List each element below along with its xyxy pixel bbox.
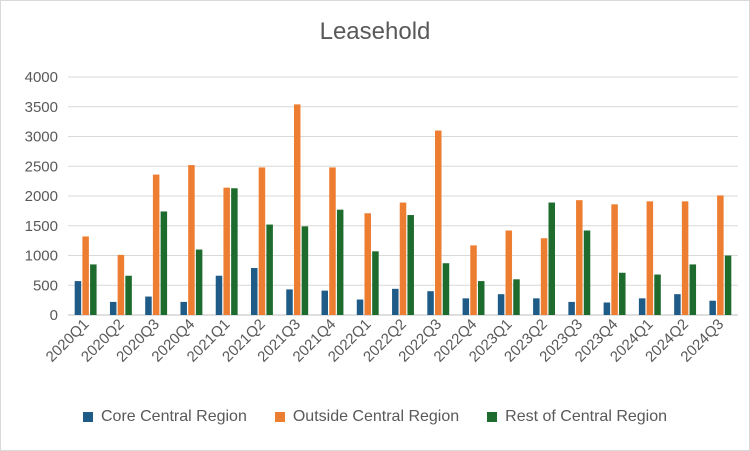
- bar: [195, 249, 203, 315]
- bar: [717, 195, 724, 315]
- y-tick-label: 4000: [25, 69, 58, 86]
- bar: [160, 211, 168, 315]
- bar: [223, 187, 230, 315]
- bar: [462, 298, 470, 315]
- bar: [427, 291, 434, 315]
- bar: [619, 272, 626, 315]
- bar: [372, 251, 379, 315]
- legend: Core Central Region Outside Central Regio…: [0, 408, 750, 426]
- bar: [266, 224, 273, 315]
- legend-swatch: [274, 412, 285, 422]
- bar: [654, 274, 661, 315]
- bar: [145, 296, 152, 315]
- bar: [724, 255, 732, 315]
- bar: [82, 236, 89, 315]
- bar: [152, 174, 160, 315]
- bar: [477, 281, 485, 315]
- legend-item: Core Central Region: [82, 408, 247, 426]
- legend-item: Outside Central Region: [274, 408, 460, 426]
- legend-label: Outside Central Region: [292, 408, 460, 425]
- legend-item: Rest of Central Region: [487, 408, 667, 426]
- y-tick-label: 3000: [25, 129, 58, 146]
- bar: [364, 213, 371, 315]
- bar: [548, 202, 556, 315]
- bar: [533, 298, 540, 315]
- bar: [90, 264, 97, 315]
- bar: [497, 294, 505, 315]
- bar: [180, 301, 187, 315]
- bar: [442, 263, 450, 315]
- bar: [646, 201, 654, 315]
- bar: [709, 300, 716, 315]
- bar: [286, 289, 293, 315]
- bar: [329, 167, 336, 315]
- y-tick-label: 2000: [25, 188, 58, 205]
- bar: [231, 188, 238, 315]
- bar: [540, 238, 548, 315]
- bar: [321, 290, 329, 315]
- bar: [505, 230, 513, 315]
- bar: [568, 301, 575, 315]
- chart-title: Leasehold: [319, 18, 431, 45]
- bar: [470, 245, 477, 315]
- bar: [638, 298, 646, 315]
- y-tick-label: 2500: [25, 158, 58, 175]
- bar: [117, 254, 125, 315]
- y-tick-label: 1500: [25, 218, 58, 235]
- bar: [407, 215, 414, 315]
- bar: [125, 275, 132, 315]
- bar: [674, 294, 681, 315]
- bar: [399, 202, 407, 315]
- bar: [250, 267, 258, 315]
- bar: [603, 302, 611, 315]
- y-tick-label: 500: [33, 277, 58, 294]
- bar: [293, 104, 301, 316]
- legend-label: Rest of Central Region: [505, 408, 668, 425]
- legend-swatch: [487, 412, 498, 422]
- bar: [689, 264, 697, 315]
- bar: [74, 281, 82, 315]
- y-tick-label: 1000: [25, 248, 58, 265]
- bar: [583, 230, 591, 315]
- bar: [301, 226, 309, 315]
- bar: [356, 299, 364, 315]
- legend-swatch: [82, 412, 93, 422]
- bar: [392, 288, 399, 315]
- legend-label: Core Central Region: [100, 408, 247, 425]
- bar: [435, 130, 442, 315]
- y-tick-label: 3500: [25, 99, 58, 116]
- y-tick-label: 0: [50, 307, 58, 324]
- bar: [336, 209, 344, 315]
- bar: [258, 167, 266, 315]
- bar: [215, 275, 223, 315]
- bar: [513, 279, 520, 315]
- bar: [109, 301, 117, 315]
- bar: [681, 201, 689, 315]
- bar: [611, 204, 618, 315]
- bar: [188, 165, 195, 315]
- bar: [576, 200, 583, 315]
